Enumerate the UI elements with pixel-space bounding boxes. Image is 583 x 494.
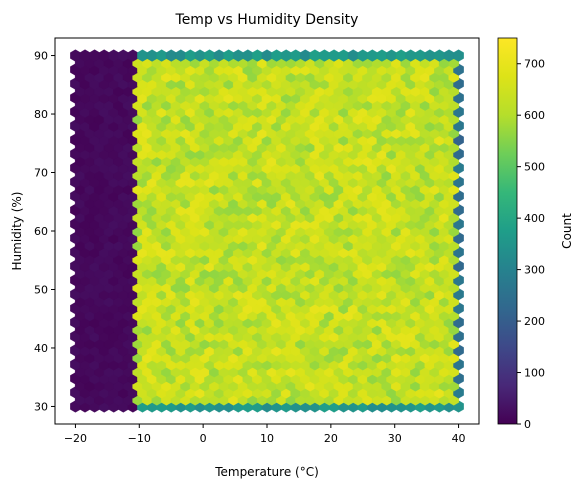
colorbar-tick-label: 700: [524, 58, 545, 71]
x-tick-label: −20: [64, 432, 87, 445]
x-tick-label: 40: [452, 432, 466, 445]
colorbar-tick-label: 100: [524, 367, 545, 380]
colorbar-tick-label: 600: [524, 109, 545, 122]
hexbin-cells: [70, 49, 464, 413]
x-tick-label: −10: [128, 432, 151, 445]
y-tick-label: 70: [34, 167, 48, 180]
hexbin-cell: [453, 49, 464, 62]
colorbar: [497, 37, 518, 425]
y-axis-ticks: 30 40 50 60 70 80 90: [34, 50, 55, 413]
colorbar-tick-label: 400: [524, 212, 545, 225]
colorbar-tick-label: 0: [524, 418, 531, 431]
y-tick-label: 80: [34, 108, 48, 121]
colorbar-tick-label: 200: [524, 315, 545, 328]
x-axis-label: Temperature (°C): [214, 465, 319, 479]
colorbar-tick-label: 500: [524, 161, 545, 174]
chart-title: Temp vs Humidity Density: [175, 12, 359, 28]
colorbar-ticks: 0 100 200 300 400 500 600 700: [517, 58, 545, 431]
y-axis-label: Humidity (%): [10, 192, 24, 271]
y-tick-label: 30: [34, 400, 48, 413]
y-tick-label: 60: [34, 225, 48, 238]
colorbar-label: Count: [560, 213, 574, 249]
x-tick-label: 30: [388, 432, 402, 445]
x-axis-ticks: −20 −10 0 10 20 30 40: [64, 424, 466, 445]
y-tick-label: 40: [34, 342, 48, 355]
x-tick-label: 0: [200, 432, 207, 445]
y-tick-label: 50: [34, 283, 48, 296]
x-tick-label: 10: [260, 432, 274, 445]
x-tick-label: 20: [324, 432, 338, 445]
y-tick-label: 90: [34, 50, 48, 63]
colorbar-tick-label: 300: [524, 264, 545, 277]
